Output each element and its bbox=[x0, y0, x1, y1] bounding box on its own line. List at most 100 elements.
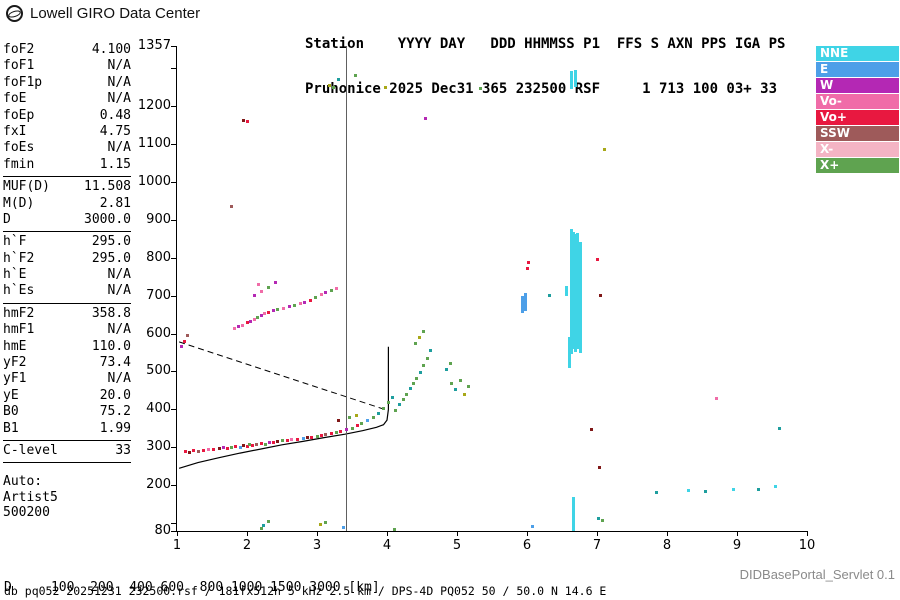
echo-point bbox=[211, 448, 215, 452]
param-panel: foF2 4.100 foF1 N/A foF1p N/A foE N/A foEp 0.48 fx… bbox=[3, 42, 131, 521]
rfi-band bbox=[572, 496, 576, 531]
rfi-band bbox=[568, 337, 571, 368]
y-axis-label: 900 bbox=[146, 211, 171, 227]
param-row: MUF(D) 11.508 bbox=[3, 179, 131, 195]
echo-point bbox=[365, 419, 369, 423]
echo-point bbox=[462, 392, 466, 396]
echo-point bbox=[478, 86, 482, 90]
echo-point bbox=[354, 413, 358, 417]
echo-point bbox=[347, 416, 351, 420]
echo-point bbox=[263, 312, 266, 316]
param-value: 33 bbox=[115, 442, 131, 458]
echo-point bbox=[276, 440, 280, 444]
echo-point bbox=[531, 524, 535, 528]
x-axis-tick bbox=[177, 531, 178, 536]
echo-point bbox=[448, 362, 452, 366]
echo-point bbox=[344, 428, 348, 432]
legend-item-w: W bbox=[816, 78, 899, 93]
echo-point bbox=[251, 444, 255, 448]
param-value: 3000.0 bbox=[84, 211, 131, 227]
param-label: foEp bbox=[3, 107, 35, 123]
legend-item-x: X+ bbox=[816, 158, 899, 173]
param-value: 1.99 bbox=[99, 420, 131, 436]
echo-point bbox=[256, 316, 259, 320]
x-axis-label: 2 bbox=[242, 538, 252, 553]
echo-point bbox=[188, 450, 192, 454]
y-axis-label: 1357 bbox=[137, 38, 171, 53]
echo-point bbox=[319, 523, 322, 527]
echo-point bbox=[305, 436, 309, 440]
echo-point bbox=[332, 85, 336, 89]
y-axis-tick bbox=[171, 181, 177, 183]
param-label: M(D) bbox=[3, 195, 35, 211]
param-value: 75.2 bbox=[99, 404, 131, 420]
echo-point bbox=[266, 520, 270, 524]
x-axis-tick bbox=[737, 531, 738, 536]
param-row: B1 1.99 bbox=[3, 421, 131, 437]
y-axis-tick bbox=[171, 46, 177, 47]
ionogram-plot: 1 2 3 4 5 6 7 8 9 10 1357 1200 1100 1000 900 800 700 600 5… bbox=[138, 38, 815, 553]
echo-point bbox=[392, 527, 396, 531]
rfi-band bbox=[521, 295, 525, 313]
echo-point bbox=[329, 432, 333, 436]
rfi-band bbox=[523, 293, 527, 311]
mufd-dashed-line bbox=[178, 341, 388, 411]
echo-point bbox=[382, 406, 385, 410]
x-axis-label: 1 bbox=[172, 538, 182, 553]
echo-point bbox=[256, 282, 260, 286]
echo-point bbox=[454, 388, 458, 392]
param-row: foE N/A bbox=[3, 91, 131, 107]
param-row: h`F2 295.0 bbox=[3, 251, 131, 267]
echo-point bbox=[217, 447, 221, 451]
y-axis-label: 800 bbox=[146, 249, 171, 265]
legend-item-e: E bbox=[816, 62, 899, 77]
frequency-marker-line bbox=[346, 46, 348, 531]
echo-point bbox=[597, 466, 601, 470]
echo-point bbox=[384, 86, 388, 90]
brand-title: Lowell GIRO Data Center bbox=[30, 5, 201, 22]
echo-point bbox=[391, 395, 395, 399]
param-row: hmF2 358.8 bbox=[3, 306, 131, 322]
param-value: 20.0 bbox=[99, 387, 131, 403]
echo-point bbox=[252, 317, 256, 321]
echo-point bbox=[421, 364, 425, 368]
status-line: db pq052 20251231 232500.rsf / 181fx512h… bbox=[4, 584, 607, 598]
y-axis-label: 300 bbox=[146, 439, 171, 455]
y-axis-tick bbox=[171, 143, 177, 145]
echo-point bbox=[298, 302, 302, 306]
param-row: D 3000.0 bbox=[3, 212, 131, 228]
param-row: hmF1 N/A bbox=[3, 322, 131, 338]
autoscaling-info: Auto: Artist5 500200 bbox=[3, 474, 131, 521]
echo-point bbox=[421, 330, 425, 334]
param-label: D bbox=[3, 211, 11, 227]
echo-point bbox=[302, 300, 306, 304]
echo-point bbox=[414, 376, 418, 380]
echo-point bbox=[402, 398, 406, 402]
y-axis-tick bbox=[171, 531, 177, 532]
legend-item-ssw: SSW bbox=[816, 126, 899, 141]
param-label: yE bbox=[3, 387, 19, 403]
echo-point bbox=[242, 444, 245, 448]
y-axis-tick bbox=[171, 257, 177, 259]
param-value: 11.508 bbox=[84, 179, 131, 195]
param-row: h`F 295.0 bbox=[3, 234, 131, 250]
param-label: foF1 bbox=[3, 58, 35, 74]
echo-point bbox=[319, 434, 323, 438]
echo-point bbox=[704, 490, 707, 493]
param-label: hmE bbox=[3, 338, 27, 354]
echo-point bbox=[252, 294, 256, 298]
param-row: hmE 110.0 bbox=[3, 339, 131, 355]
param-label: hmF2 bbox=[3, 305, 35, 321]
echo-type-legend: NNE E W Vo- Vo+ SSW X- X+ bbox=[816, 46, 899, 174]
param-value: 295.0 bbox=[91, 250, 131, 266]
echo-point bbox=[323, 290, 327, 294]
echo-point bbox=[255, 443, 259, 447]
rfi-band bbox=[570, 229, 574, 355]
legend-item-x: X- bbox=[816, 142, 899, 157]
echo-point bbox=[393, 408, 397, 412]
echo-point bbox=[360, 422, 364, 426]
echo-point bbox=[186, 333, 189, 337]
echo-point bbox=[398, 403, 402, 407]
param-label: foF1p bbox=[3, 74, 43, 90]
param-group-separator bbox=[3, 439, 131, 441]
